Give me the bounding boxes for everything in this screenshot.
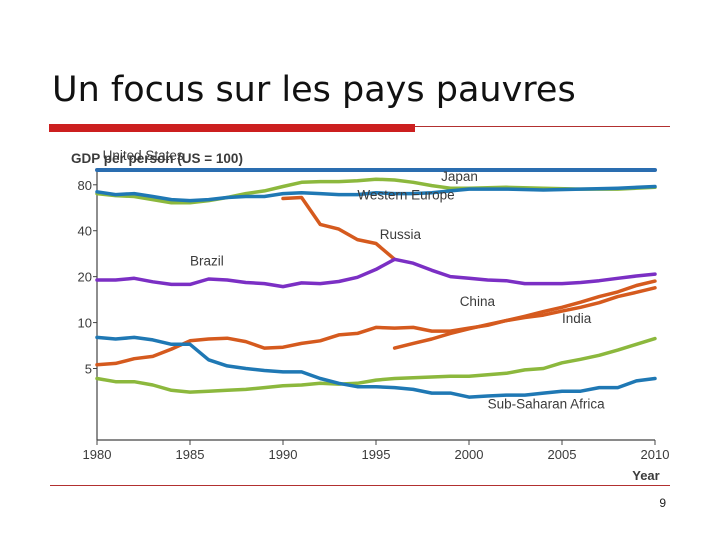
x-axis-title: Year [632, 468, 659, 483]
title-rule [415, 126, 670, 127]
series-line-brazil [95, 257, 657, 289]
y-tick-label: 40 [78, 224, 92, 239]
series-label-china: China [460, 294, 496, 309]
title-accent-bar [49, 124, 415, 132]
series-line-unlabeled [95, 335, 657, 399]
series-line-india [95, 286, 657, 367]
series-label-brazil: Brazil [190, 253, 224, 268]
series-label-russia: Russia [380, 227, 422, 242]
series-label-japan: Japan [441, 169, 478, 184]
chart-axes: 1980 1985 1990 1995 2000 2005 2010 5 10 20 40 80 [78, 170, 670, 462]
x-tick-label: 2000 [455, 447, 484, 462]
page-number: 9 [659, 496, 666, 510]
series-label-sub-saharan-africa: Sub-Saharan Africa [488, 397, 606, 412]
x-tick-label: 1985 [176, 447, 205, 462]
x-tick-label: 2010 [641, 447, 670, 462]
chart-series-labels: United States Japan Western Europe Russia Br… [103, 148, 606, 411]
y-tick-label: 10 [78, 316, 92, 331]
series-line-china [392, 279, 657, 350]
x-tick-label: 2005 [548, 447, 577, 462]
series-line-russia [281, 195, 397, 262]
y-tick-label: 5 [85, 362, 92, 377]
y-tick-label: 80 [78, 178, 92, 193]
series-line-western-europe [95, 184, 657, 203]
series-label-india: India [562, 311, 592, 326]
chart-title: GDP per person (US = 100) [71, 151, 243, 166]
footer-rule [50, 485, 670, 486]
x-tick-label: 1980 [83, 447, 112, 462]
series-label-united-states: United States [103, 148, 184, 163]
series-line-sub-saharan-africa [95, 336, 657, 394]
slide-title: Un focus sur les pays pauvres [52, 70, 576, 110]
x-tick-label: 1990 [269, 447, 298, 462]
y-tick-label: 20 [78, 270, 92, 285]
x-tick-label: 1995 [362, 447, 391, 462]
series-label-western-europe: Western Europe [357, 188, 454, 203]
chart-series [95, 168, 657, 399]
